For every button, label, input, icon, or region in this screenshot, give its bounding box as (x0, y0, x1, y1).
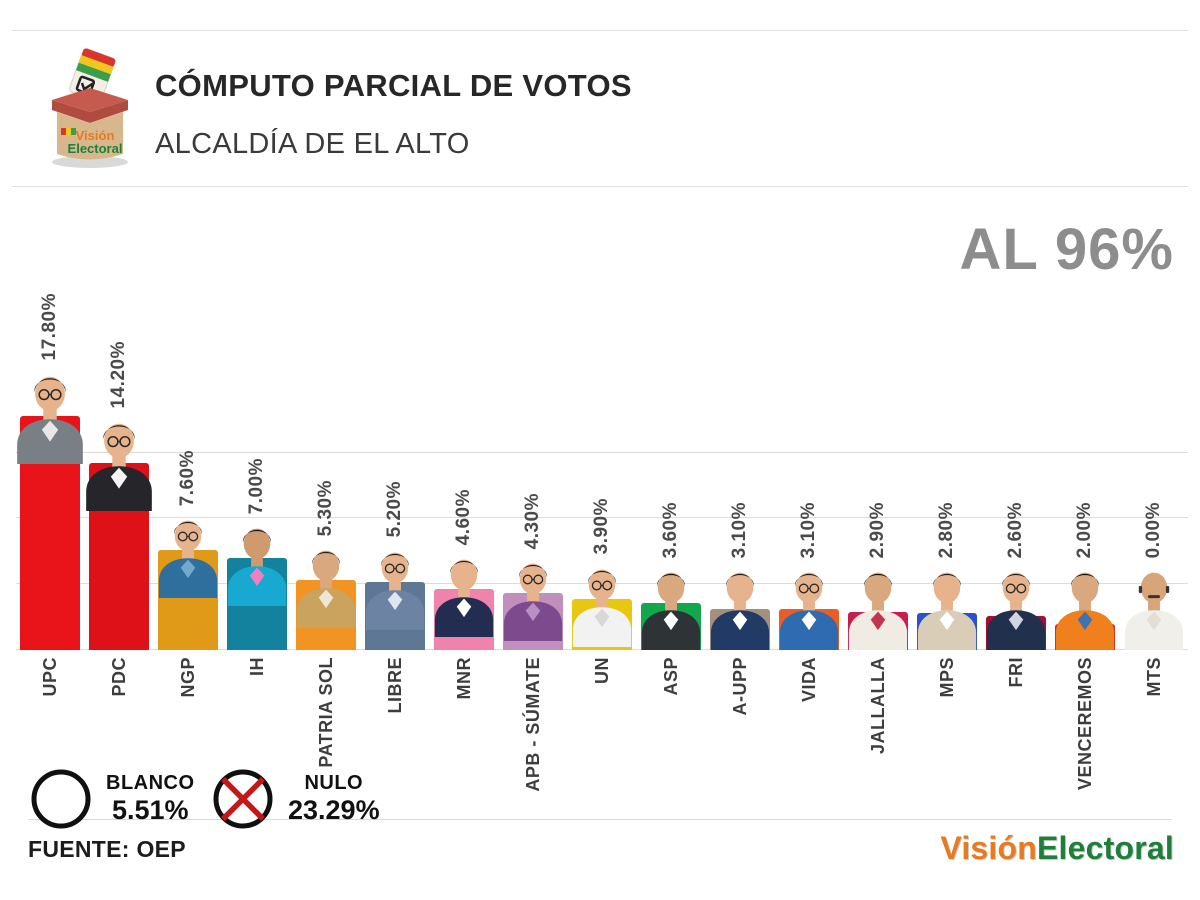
bar-value-label: 4.30% (522, 493, 544, 550)
party-label: MNR (454, 657, 475, 700)
party-label: PDC (109, 657, 130, 697)
candidate-avatar (430, 551, 498, 638)
vision-electoral-wordmark: VisiónElectoral (940, 830, 1174, 867)
party-label: JALLALLA (867, 657, 888, 754)
brand-part-electoral: Electoral (1037, 830, 1174, 866)
bar-value-label: 14.20% (108, 340, 130, 409)
party-label: ASP (660, 657, 681, 696)
bar-value-label: 4.60% (453, 489, 475, 546)
page-subtitle: ALCALDÍA DE EL ALTO (155, 128, 470, 160)
party-label: PATRIA SOL (316, 657, 337, 768)
legend-divider (28, 819, 1172, 820)
bar-value-label: 3.10% (797, 501, 819, 558)
page-title: CÓMPUTO PARCIAL DE VOTOS (155, 68, 632, 103)
bar-value-label: 7.60% (177, 449, 199, 506)
bar-value-label: 3.10% (728, 501, 750, 558)
nulo-cross-icon (213, 769, 273, 829)
brand-part-vision: Visión (940, 830, 1038, 866)
nulo-value: 23.29% (288, 795, 380, 825)
legend-item-nulo: NULO 23.29% (212, 768, 380, 830)
counted-percentage-label: AL 96% (959, 217, 1174, 282)
bar-value-label: 3.60% (659, 501, 681, 558)
party-label: FRI (1005, 657, 1026, 688)
candidate-avatar (12, 367, 88, 464)
bar-chart: 17.80% 14.20% 7.60% 7.00% 5.30% (16, 205, 1188, 650)
party-label: UPC (40, 657, 61, 697)
candidate-avatar (499, 555, 567, 642)
bar-value-label: 2.90% (866, 501, 888, 558)
candidate-avatar (775, 564, 843, 650)
header-divider (12, 186, 1188, 187)
source-note: FUENTE: OEP (28, 836, 186, 862)
gridline-10pct (16, 517, 1188, 519)
logo-text-electoral: Electoral (68, 141, 123, 156)
legend-item-blanco: BLANCO 5.51% (30, 768, 195, 830)
candidate-avatar (223, 520, 291, 606)
party-label: APB - SÚMATE (523, 657, 544, 792)
candidate-avatar (361, 544, 429, 630)
candidate-avatar (706, 564, 774, 650)
candidate-avatar (292, 542, 360, 629)
party-label: MPS (936, 657, 957, 698)
bar-value-label: 2.80% (935, 501, 957, 558)
nulo-label: NULO (304, 772, 364, 794)
gridline-15pct (16, 451, 1188, 453)
bar-value-label: 5.20% (384, 481, 406, 538)
party-label: UN (592, 657, 612, 684)
blanco-value: 5.51% (111, 795, 189, 825)
candidate-avatar (1120, 564, 1188, 650)
party-label: LIBRE (385, 657, 406, 714)
party-label: A-UPP (729, 657, 750, 716)
bar-value-label: 3.90% (591, 498, 612, 555)
ballot-box-icon: Visión Electoral (44, 48, 136, 175)
top-divider (12, 30, 1188, 31)
bar-value-label: 7.00% (246, 457, 268, 514)
candidate-avatar (913, 564, 981, 650)
bar-value-label: 5.30% (315, 479, 337, 537)
party-label: MTS (1143, 657, 1164, 697)
party-label: VENCEREMOS (1074, 657, 1095, 791)
party-label: NGP (178, 657, 199, 698)
blanco-circle-icon (31, 769, 91, 829)
bar-value-label: 0.00% (1142, 501, 1164, 558)
bar-value-label: 17.80% (39, 293, 61, 361)
candidate-avatar (637, 564, 705, 650)
blanco-label: BLANCO (106, 772, 195, 794)
candidate-avatar (154, 512, 222, 598)
candidate-avatar (81, 414, 157, 512)
bar-value-label: 2.60% (1004, 501, 1026, 558)
candidate-avatar (982, 564, 1050, 650)
party-label: IH (247, 657, 268, 676)
party-label: VIDA (798, 657, 819, 703)
candidate-avatar (1051, 564, 1119, 650)
bar-value-label: 2.00% (1073, 501, 1095, 558)
logo-text-vision: Visión (76, 128, 115, 143)
candidate-avatar (844, 564, 912, 650)
candidate-avatar (568, 561, 636, 647)
